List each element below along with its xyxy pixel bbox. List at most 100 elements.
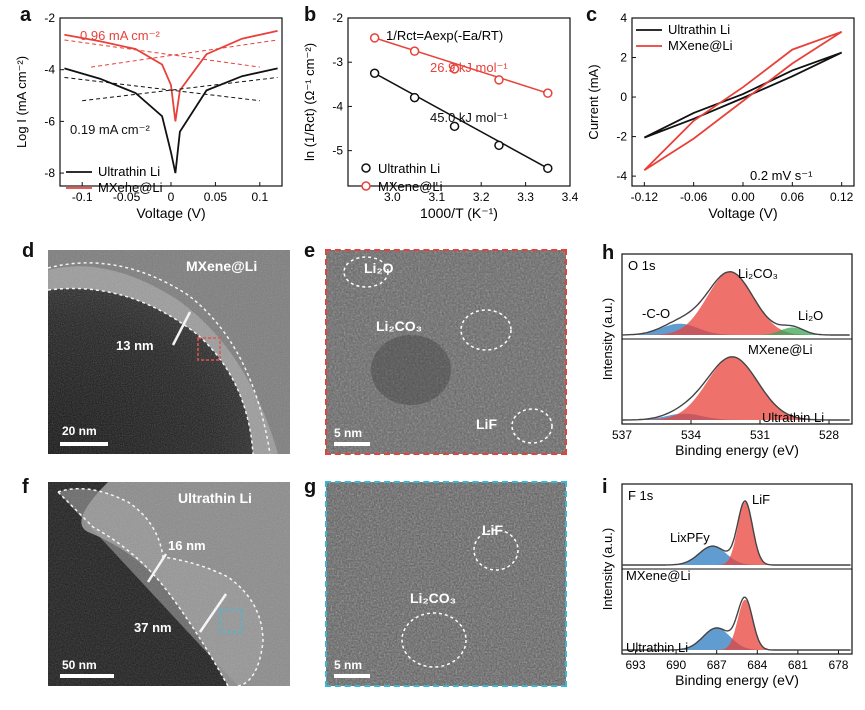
x-tick-label: 0 (168, 190, 175, 204)
scale-bar (60, 674, 114, 678)
scale-bar-label: 20 nm (62, 424, 97, 438)
scale-bar (60, 442, 108, 446)
legend-swatch (361, 163, 371, 173)
tem-image-f: Ultrathin Li 16 nm 37 nm 50 nm (48, 482, 290, 686)
x-axis-label: 1000/T (K⁻¹) (420, 205, 498, 221)
y-axis-label: ln (1/Rct) (Ω⁻¹ cm⁻²) (302, 43, 317, 161)
x-tick-label: 693 (626, 658, 646, 672)
panel-letter: i (602, 476, 608, 498)
hrtem-image-g: LiF Li₂CO₃ 5 nm (325, 481, 567, 687)
y-axis-label: Intensity (a.u.) (600, 528, 615, 610)
panel-i: i 693 690 687 684 681 678 Binding energy (eV) I… (580, 470, 865, 705)
data-point (449, 121, 460, 132)
data-point (369, 33, 380, 43)
y-tick-label: 4 (620, 11, 627, 25)
tem-drawing-d (48, 250, 290, 454)
thickness-label: 13 nm (116, 338, 154, 353)
sample-label: Ultrathin Li (762, 410, 824, 425)
peak-label: LixPFy (670, 530, 710, 545)
y-tick-label: -8 (44, 166, 55, 180)
tem-image-d: MXene@Li 13 nm 20 nm (48, 250, 290, 454)
cv-curve (643, 51, 843, 139)
annotation-black: 45.0 kJ mol⁻¹ (430, 110, 508, 125)
x-tick-label: 3.4 (562, 190, 579, 204)
x-tick-label: -0.06 (680, 190, 708, 204)
plot-frame (59, 17, 283, 187)
peak-label: LiF (752, 492, 770, 507)
legend-label: MXene@Li (98, 180, 163, 195)
tafel-fit-line (82, 76, 278, 102)
data-point (409, 46, 420, 56)
envelope-curve (622, 500, 851, 566)
y-tick-label: -2 (44, 11, 55, 25)
panel-a: a -0.1 -0.05 0 0.05 0.1 -8 -6 -4 -2 Voltage (V) Lo… (0, 0, 290, 240)
x-tick-label: 3.0 (384, 190, 401, 204)
panel-letter-e: e (304, 240, 316, 262)
xps-o1s: 537 534 531 528 Binding energy (eV) Intensity… (600, 253, 853, 458)
x-tick-label: -0.1 (72, 190, 93, 204)
legend-label: Ultrathin Li (668, 22, 730, 37)
y-tick-label: 0 (620, 90, 627, 104)
sample-label: Ultrathin Li (626, 640, 688, 655)
legend-swatch (361, 181, 371, 191)
data-point (449, 64, 460, 74)
panel-letter-f: f (22, 476, 29, 498)
panel-b: b 3.0 3.1 3.2 3.3 3.4 -5 -4 -3 -2 1000/T (K⁻¹) ln … (290, 0, 580, 240)
x-tick-label: 0.06 (781, 190, 805, 204)
envelope-curve (622, 356, 850, 421)
x-tick-label: 537 (612, 428, 632, 442)
peak-label: Li₂CO₃ (738, 266, 778, 281)
cv-curve (643, 30, 843, 171)
hrtem-image-e: Li₂O Li₂CO₃ LiF 5 nm (325, 249, 567, 455)
peak-label: -C-O (642, 306, 670, 321)
fit-line (374, 37, 549, 94)
x-tick-label: 3.1 (428, 190, 445, 204)
plot-frame (347, 17, 571, 187)
x-tick-label: 678 (828, 658, 848, 672)
sample-label: Ultrathin Li (178, 490, 252, 506)
y-tick-label: -6 (44, 114, 55, 128)
annotation-red: 26.9 kJ mol⁻¹ (430, 60, 508, 75)
thickness-label: 16 nm (168, 538, 206, 553)
x-tick-label: 690 (666, 658, 686, 672)
chart-c: -0.12 -0.06 0.00 0.06 0.12 -4 -2 0 2 4 Voltage (V)… (586, 11, 855, 221)
y-tick-label: -3 (332, 55, 343, 69)
data-point (543, 88, 553, 98)
species-label: LiF (476, 416, 497, 432)
scale-bar (334, 442, 370, 446)
y-tick-label: -2 (332, 11, 343, 25)
y-tick-label: 2 (620, 51, 627, 65)
tafel-fit-line (64, 76, 260, 102)
scale-bar (334, 674, 370, 678)
x-tick-label: 684 (747, 658, 767, 672)
fitted-peak (622, 272, 852, 335)
data-point (369, 68, 380, 79)
y-axis-label: Current (mA) (586, 64, 601, 139)
panel-letter: h (602, 242, 615, 264)
species-label: Li₂CO₃ (376, 318, 423, 334)
fitted-peak (622, 327, 852, 335)
scale-bar-label: 5 nm (334, 426, 363, 440)
x-tick-label: 531 (750, 428, 770, 442)
tafel-fit-line (91, 39, 278, 68)
fit-line (374, 72, 549, 169)
chart-a: -0.1 -0.05 0 0.05 0.1 -8 -6 -4 -2 Voltage (V) Log … (14, 11, 283, 221)
annotation-black: 0.19 mA cm⁻² (70, 122, 150, 137)
sample-label: MXene@Li (186, 258, 258, 274)
x-axis-label: Voltage (V) (708, 205, 777, 221)
hrtem-drawing-g (326, 482, 566, 686)
hrtem-drawing-e (326, 250, 566, 454)
annotation-red: 0.96 mA cm⁻² (80, 28, 160, 43)
x-axis-label: Binding energy (eV) (675, 442, 799, 458)
x-axis-label: Voltage (V) (136, 205, 205, 221)
legend-label: MXene@Li (378, 179, 443, 194)
sample-label: MXene@Li (626, 568, 691, 583)
y-axis-label: Intensity (a.u.) (600, 298, 615, 380)
y-tick-label: -4 (332, 99, 343, 113)
x-tick-label: 3.3 (517, 190, 534, 204)
x-tick-label: -0.12 (631, 190, 659, 204)
y-tick-label: -5 (332, 144, 343, 158)
y-axis-label: Log I (mA cm⁻²) (14, 56, 29, 148)
legend-label: Ultrathin Li (378, 161, 440, 176)
panel-h: h 537 534 531 528 Binding energy (eV) Intensi… (580, 240, 865, 476)
